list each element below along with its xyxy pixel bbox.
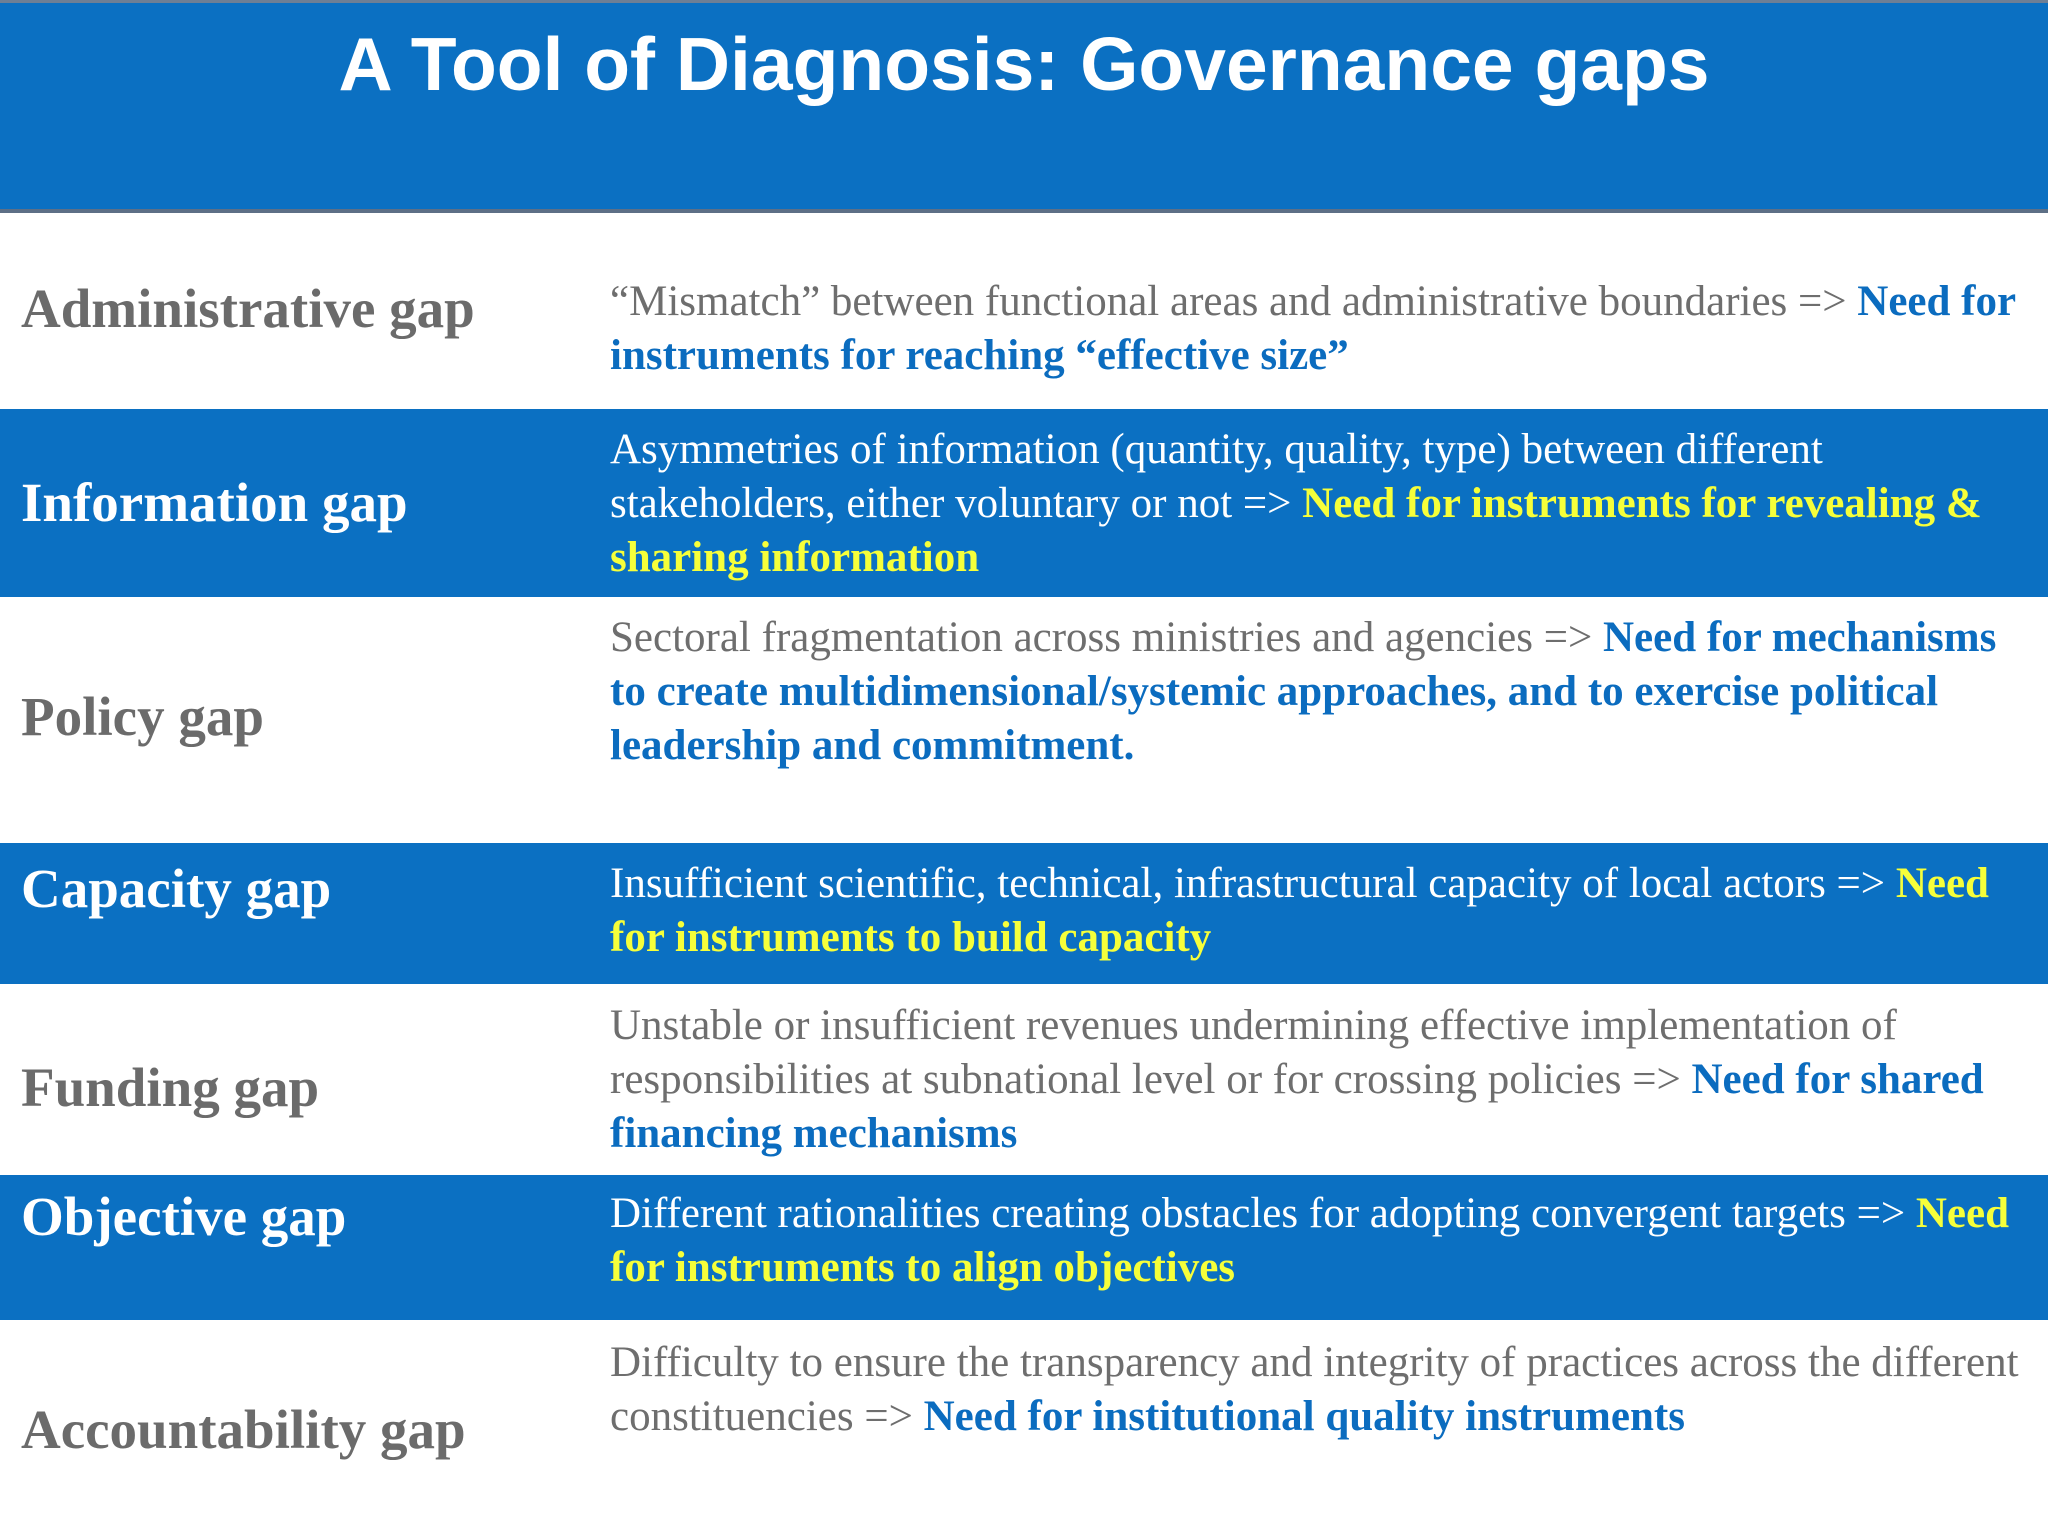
gap-need-text: Need for instruments to align objectives [610, 1190, 2009, 1291]
gap-label: Capacity gap [21, 858, 332, 919]
gaps-table: Administrative gap “Mismatch” between fu… [0, 213, 2048, 1536]
slide-title: A Tool of Diagnosis: Governance gaps [338, 22, 1710, 106]
title-bar: A Tool of Diagnosis: Governance gaps [0, 0, 2048, 213]
gap-description: “Mismatch” between functional areas and … [610, 275, 2040, 383]
gap-need-text: Need for institutional quality instrumen… [923, 1393, 1685, 1440]
gap-need-text: Need for shared financing mechanisms [610, 1056, 1984, 1157]
gap-description: Sectoral fragmentation across ministries… [610, 611, 2040, 773]
gap-label: Funding gap [21, 1057, 320, 1118]
gap-problem-text: Insufficient scientific, technical, infr… [610, 860, 1886, 907]
gap-description: Insufficient scientific, technical, infr… [610, 857, 2040, 965]
gap-problem-text: Sectoral fragmentation across ministries… [610, 614, 1593, 661]
gap-label: Policy gap [21, 686, 264, 747]
gap-problem-text: Asymmetries of information (quantity, qu… [610, 426, 1823, 527]
gap-description: Unstable or insufficient revenues underm… [610, 999, 2040, 1161]
gap-need-text: Need for instruments to build capacity [610, 860, 1989, 961]
gap-problem-text: Different rationalities creating obstacl… [610, 1190, 1906, 1237]
gap-row-administrative: Administrative gap “Mismatch” between fu… [0, 213, 2048, 409]
gap-row-objective: Objective gap Different rationalities cr… [0, 1175, 2048, 1320]
gap-need-text: Need for instruments for reaching “effec… [610, 278, 2016, 379]
gap-need-text: Need for instruments for revealing & sha… [610, 480, 1982, 581]
gap-description: Different rationalities creating obstacl… [610, 1187, 2040, 1295]
gap-label: Objective gap [21, 1186, 347, 1247]
gap-need-text: Need for mechanisms to create multidimen… [610, 614, 1997, 769]
gap-row-accountability: Accountability gap Difficulty to ensure … [0, 1320, 2048, 1536]
gap-label: Accountability gap [21, 1399, 466, 1460]
gap-problem-text: “Mismatch” between functional areas and … [610, 278, 1847, 325]
gap-description: Difficulty to ensure the transparency an… [610, 1336, 2040, 1444]
gap-row-policy: Policy gap Sectoral fragmentation across… [0, 597, 2048, 843]
gap-problem-text: Unstable or insufficient revenues underm… [610, 1002, 1897, 1103]
gap-row-capacity: Capacity gap Insufficient scientific, te… [0, 843, 2048, 984]
gap-description: Asymmetries of information (quantity, qu… [610, 423, 2040, 585]
gap-row-information: Information gap Asymmetries of informati… [0, 409, 2048, 597]
gap-row-funding: Funding gap Unstable or insufficient rev… [0, 984, 2048, 1175]
gap-label: Information gap [21, 472, 408, 533]
gap-label: Administrative gap [21, 278, 475, 339]
gap-problem-text: Difficulty to ensure the transparency an… [610, 1339, 2019, 1440]
